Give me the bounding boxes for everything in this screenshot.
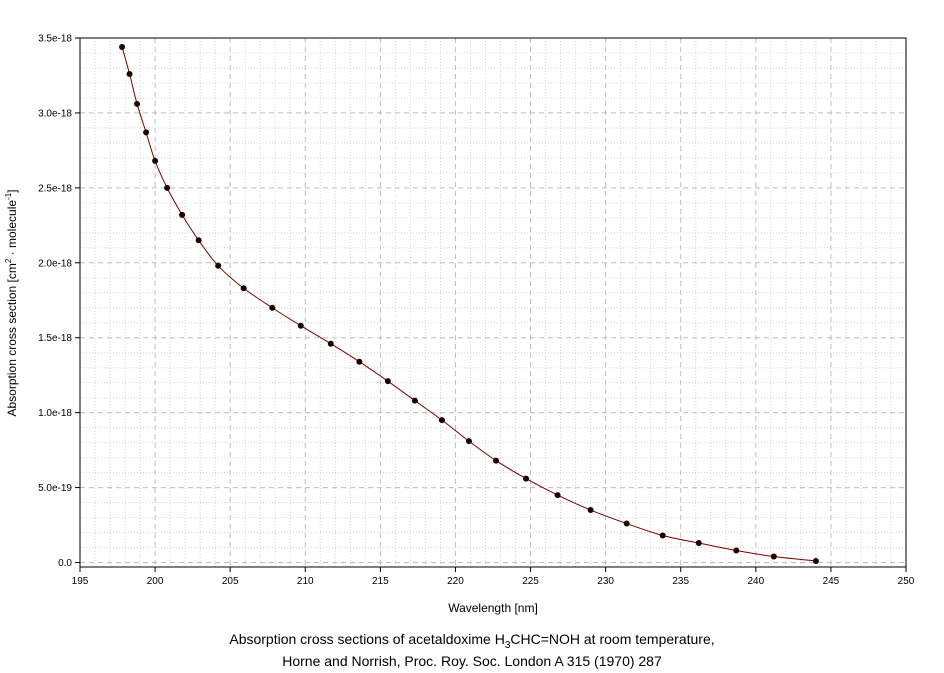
series-layer — [119, 43, 819, 565]
x-tick-label: 245 — [823, 576, 840, 587]
data-point — [554, 492, 561, 499]
y-tick-label: 1.5e-18 — [38, 333, 72, 344]
data-point — [269, 304, 276, 311]
data-point — [119, 43, 126, 50]
x-tick-label: 220 — [447, 576, 464, 587]
data-point — [587, 507, 594, 514]
data-point — [134, 100, 141, 107]
x-tick-label: 250 — [898, 576, 915, 587]
data-point — [465, 438, 472, 445]
y-tick-label: 1.0e-18 — [38, 408, 72, 419]
caption-line-1: Absorption cross sections of acetaldoxim… — [0, 631, 944, 654]
data-point — [297, 322, 304, 329]
x-tick-label: 205 — [222, 576, 239, 587]
axis-ticks: 195 200 205 210 215 220 225 230 235 240 245 250 0.0 5… — [38, 34, 915, 588]
caption-subscript: 3 — [504, 639, 511, 651]
y-tick-label: 2.5e-18 — [38, 183, 72, 194]
data-point — [195, 237, 202, 244]
plot-frame — [79, 37, 907, 568]
x-tick-label: 240 — [747, 576, 764, 587]
x-axis-label: Wavelength [nm] — [448, 601, 538, 615]
data-point — [164, 184, 171, 191]
data-point — [493, 457, 500, 464]
y-tick-label: 2.0e-18 — [38, 258, 72, 269]
y-tick-label: 3.5e-18 — [38, 34, 72, 45]
y-tick-label: 5.0e-19 — [38, 483, 72, 494]
y-axis-label: Absorption cross section [cm2 · molecule… — [4, 189, 19, 416]
x-tick-label: 230 — [597, 576, 614, 587]
data-point — [523, 475, 530, 482]
data-point — [152, 157, 159, 164]
series-line — [121, 46, 816, 562]
data-point — [215, 262, 222, 269]
grid — [79, 37, 907, 567]
caption-line-1-start: Absorption cross sections of acetaldoxim… — [229, 631, 505, 647]
data-point — [623, 520, 630, 527]
data-point — [126, 70, 133, 77]
data-point — [438, 417, 445, 424]
caption-line-1-end: CHC=NOH at room temperature, — [510, 631, 715, 647]
x-tick-label: 225 — [522, 576, 539, 587]
x-tick-label: 235 — [672, 576, 689, 587]
y-tick-label: 0.0 — [58, 558, 72, 569]
caption-line-2: Horne and Norrish, Proc. Roy. Soc. Londo… — [282, 653, 662, 669]
x-tick-label: 195 — [72, 576, 89, 587]
data-point — [411, 397, 418, 404]
data-point — [143, 129, 150, 136]
data-point — [356, 358, 363, 365]
x-tick-label: 210 — [297, 576, 314, 587]
data-point — [812, 558, 819, 565]
x-tick-label: 200 — [147, 576, 164, 587]
data-point — [240, 285, 247, 292]
y-tick-label: 3.0e-18 — [38, 108, 72, 119]
data-point — [659, 532, 666, 539]
data-point — [384, 378, 391, 385]
x-tick-label: 215 — [372, 576, 389, 587]
data-point — [695, 540, 702, 547]
data-point — [179, 211, 186, 218]
data-point — [327, 340, 334, 347]
data-point — [733, 547, 740, 554]
data-point — [770, 553, 777, 560]
